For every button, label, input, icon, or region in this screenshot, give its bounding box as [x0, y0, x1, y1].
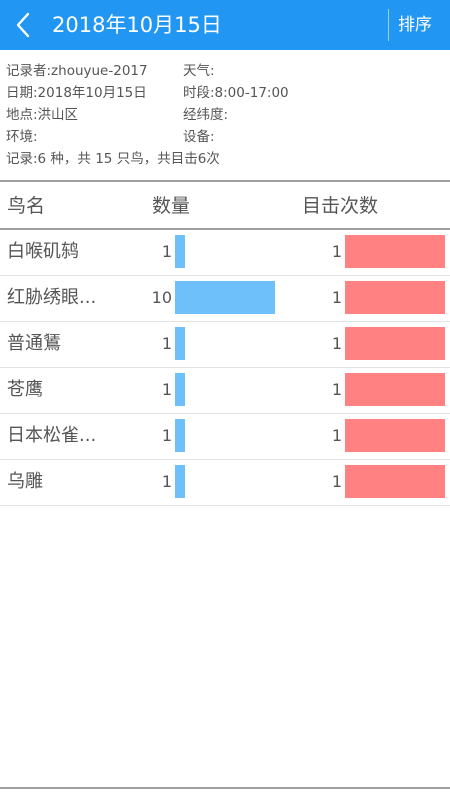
sightings-value: 1 [331, 380, 342, 399]
info-row: 地点:洪山区 经纬度: [6, 104, 446, 126]
chevron-left-icon [16, 12, 30, 38]
sightings-value: 1 [331, 472, 342, 491]
bird-row[interactable]: 白喉矶鸫 1 1 [0, 230, 450, 276]
header-divider [388, 9, 389, 41]
info-row: 记录者:zhouyue-2017 天气: [6, 60, 446, 82]
bird-list: 白喉矶鸫 1 1 红胁绣眼... 10 1 普通鵟 1 1 苍鹰 1 1 日本松雀... 1 1 乌雕 1 1 [0, 230, 450, 506]
period-text: 时段:8:00-17:00 [183, 85, 289, 101]
bird-name: 苍鹰 [7, 379, 43, 400]
bird-name: 红胁绣眼... [7, 287, 97, 308]
recorder-text: 记录者:zhouyue-2017 [6, 63, 148, 79]
sightings-bar [345, 235, 445, 268]
info-row: 日期:2018年10月15日 时段:8:00-17:00 [6, 82, 446, 104]
top-app-bar: 2018年10月15日 排序 [0, 0, 450, 50]
bird-row[interactable]: 苍鹰 1 1 [0, 368, 450, 414]
sightings-value: 1 [331, 288, 342, 307]
back-button[interactable] [10, 8, 42, 42]
bird-name: 普通鵟 [7, 333, 61, 354]
sightings-bar [345, 281, 445, 314]
column-header-count: 数量 [152, 195, 191, 217]
summary-text: 记录:6 种，共 15 只鸟，共目击6次 [6, 151, 220, 167]
count-bar [175, 465, 185, 498]
count-bar [175, 373, 185, 406]
coords-text: 经纬度: [183, 107, 229, 123]
column-header-name: 鸟名 [7, 195, 46, 217]
count-value: 1 [161, 472, 172, 491]
date-text: 日期:2018年10月15日 [6, 85, 147, 101]
divider [0, 787, 450, 789]
sightings-value: 1 [331, 334, 342, 353]
location-text: 地点:洪山区 [6, 107, 79, 123]
sightings-bar [345, 373, 445, 406]
count-bar [175, 281, 275, 314]
bird-name: 白喉矶鸫 [7, 241, 79, 262]
weather-text: 天气: [183, 63, 215, 79]
record-info: 记录者:zhouyue-2017 天气: 日期:2018年10月15日 时段:8… [6, 60, 446, 170]
divider [0, 228, 450, 230]
count-value: 1 [161, 242, 172, 261]
sightings-bar [345, 327, 445, 360]
bird-row[interactable]: 乌雕 1 1 [0, 460, 450, 506]
column-header-sightings: 目击次数 [302, 195, 379, 217]
sightings-bar [345, 419, 445, 452]
equipment-text: 设备: [183, 129, 215, 145]
count-value: 1 [161, 380, 172, 399]
sightings-value: 1 [331, 426, 342, 445]
environment-text: 环境: [6, 129, 38, 145]
bird-row[interactable]: 红胁绣眼... 10 1 [0, 276, 450, 322]
bird-name: 日本松雀... [7, 425, 97, 446]
count-bar [175, 419, 185, 452]
count-value: 10 [151, 288, 172, 307]
bird-name: 乌雕 [7, 471, 43, 492]
bird-row[interactable]: 普通鵟 1 1 [0, 322, 450, 368]
count-value: 1 [161, 426, 172, 445]
sort-button[interactable]: 排序 [398, 15, 432, 35]
divider [0, 180, 450, 182]
sightings-bar [345, 465, 445, 498]
count-bar [175, 235, 185, 268]
page-title: 2018年10月15日 [52, 13, 222, 37]
sightings-value: 1 [331, 242, 342, 261]
bird-row[interactable]: 日本松雀... 1 1 [0, 414, 450, 460]
count-value: 1 [161, 334, 172, 353]
info-row: 环境: 设备: [6, 126, 446, 148]
count-bar [175, 327, 185, 360]
info-row: 记录:6 种，共 15 只鸟，共目击6次 [6, 148, 446, 170]
